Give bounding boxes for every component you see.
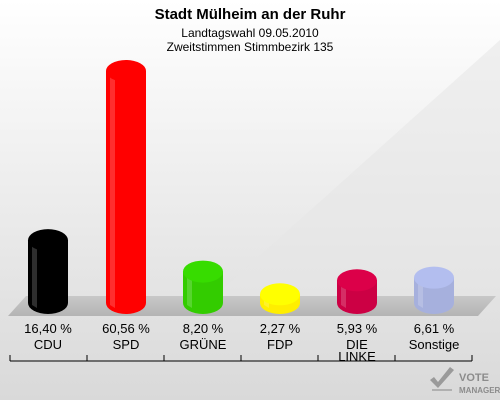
bar-highlight	[187, 275, 192, 308]
bar-body	[28, 240, 68, 314]
bar-body	[106, 71, 146, 314]
value-label-cdu: 16,40 %	[24, 321, 72, 336]
bar-top	[28, 229, 68, 252]
bar-cdu	[28, 229, 68, 314]
bar-top	[106, 60, 146, 82]
bar-highlight	[418, 281, 423, 308]
category-label-fdp: FDP	[267, 337, 293, 352]
logo-line1: VOTE	[459, 372, 489, 384]
value-label-fdp: 2,27 %	[260, 321, 301, 336]
bar-die-linke	[337, 269, 377, 314]
background-diagonal-shade	[215, 40, 500, 296]
value-label-sonstige: 6,61 %	[414, 321, 455, 336]
category-label-die-linke-2: LINKE	[338, 349, 376, 364]
category-label-spd: SPD	[113, 337, 140, 352]
category-label-die-linke-1: DIE	[346, 337, 368, 352]
chart-subtitle-2: Zweitstimmen Stimmbezirk 135	[167, 40, 334, 54]
logo-line2: MANAGER	[459, 386, 500, 395]
votemanager-check-icon	[430, 367, 454, 391]
value-label-die-linke: 5,93 %	[337, 321, 378, 336]
bar-spd	[106, 60, 146, 314]
category-label-cdu: CDU	[34, 337, 62, 352]
bar-top	[337, 269, 377, 292]
bar-sonstige	[414, 266, 454, 314]
bar-top	[260, 283, 300, 306]
bar-highlight	[110, 75, 115, 308]
bar-body	[183, 271, 223, 314]
bar-top	[414, 266, 454, 289]
chart-title: Stadt Mülheim an der Ruhr	[155, 6, 346, 23]
bars-group	[28, 60, 454, 314]
axis-ticks	[9, 355, 473, 361]
value-label-spd: 60,56 %	[102, 321, 150, 336]
value-label-gr-ne: 8,20 %	[183, 321, 224, 336]
category-label-sonstige: Sonstige	[409, 337, 460, 352]
bar-highlight	[341, 284, 346, 308]
labels-group: 16,40 %CDU 60,56 %SPD 8,20 %GRÜNE 2,27 %FDP…	[24, 321, 459, 364]
bar-top	[183, 260, 223, 283]
bar-highlight	[32, 244, 37, 308]
votemanager-logo: VOTE MANAGER	[430, 367, 500, 395]
chart-subtitle: Landtagswahl 09.05.2010	[181, 26, 319, 40]
category-label-gr-ne: GRÜNE	[180, 337, 227, 352]
bar-gr-ne	[183, 260, 223, 314]
bar-fdp	[260, 283, 300, 314]
